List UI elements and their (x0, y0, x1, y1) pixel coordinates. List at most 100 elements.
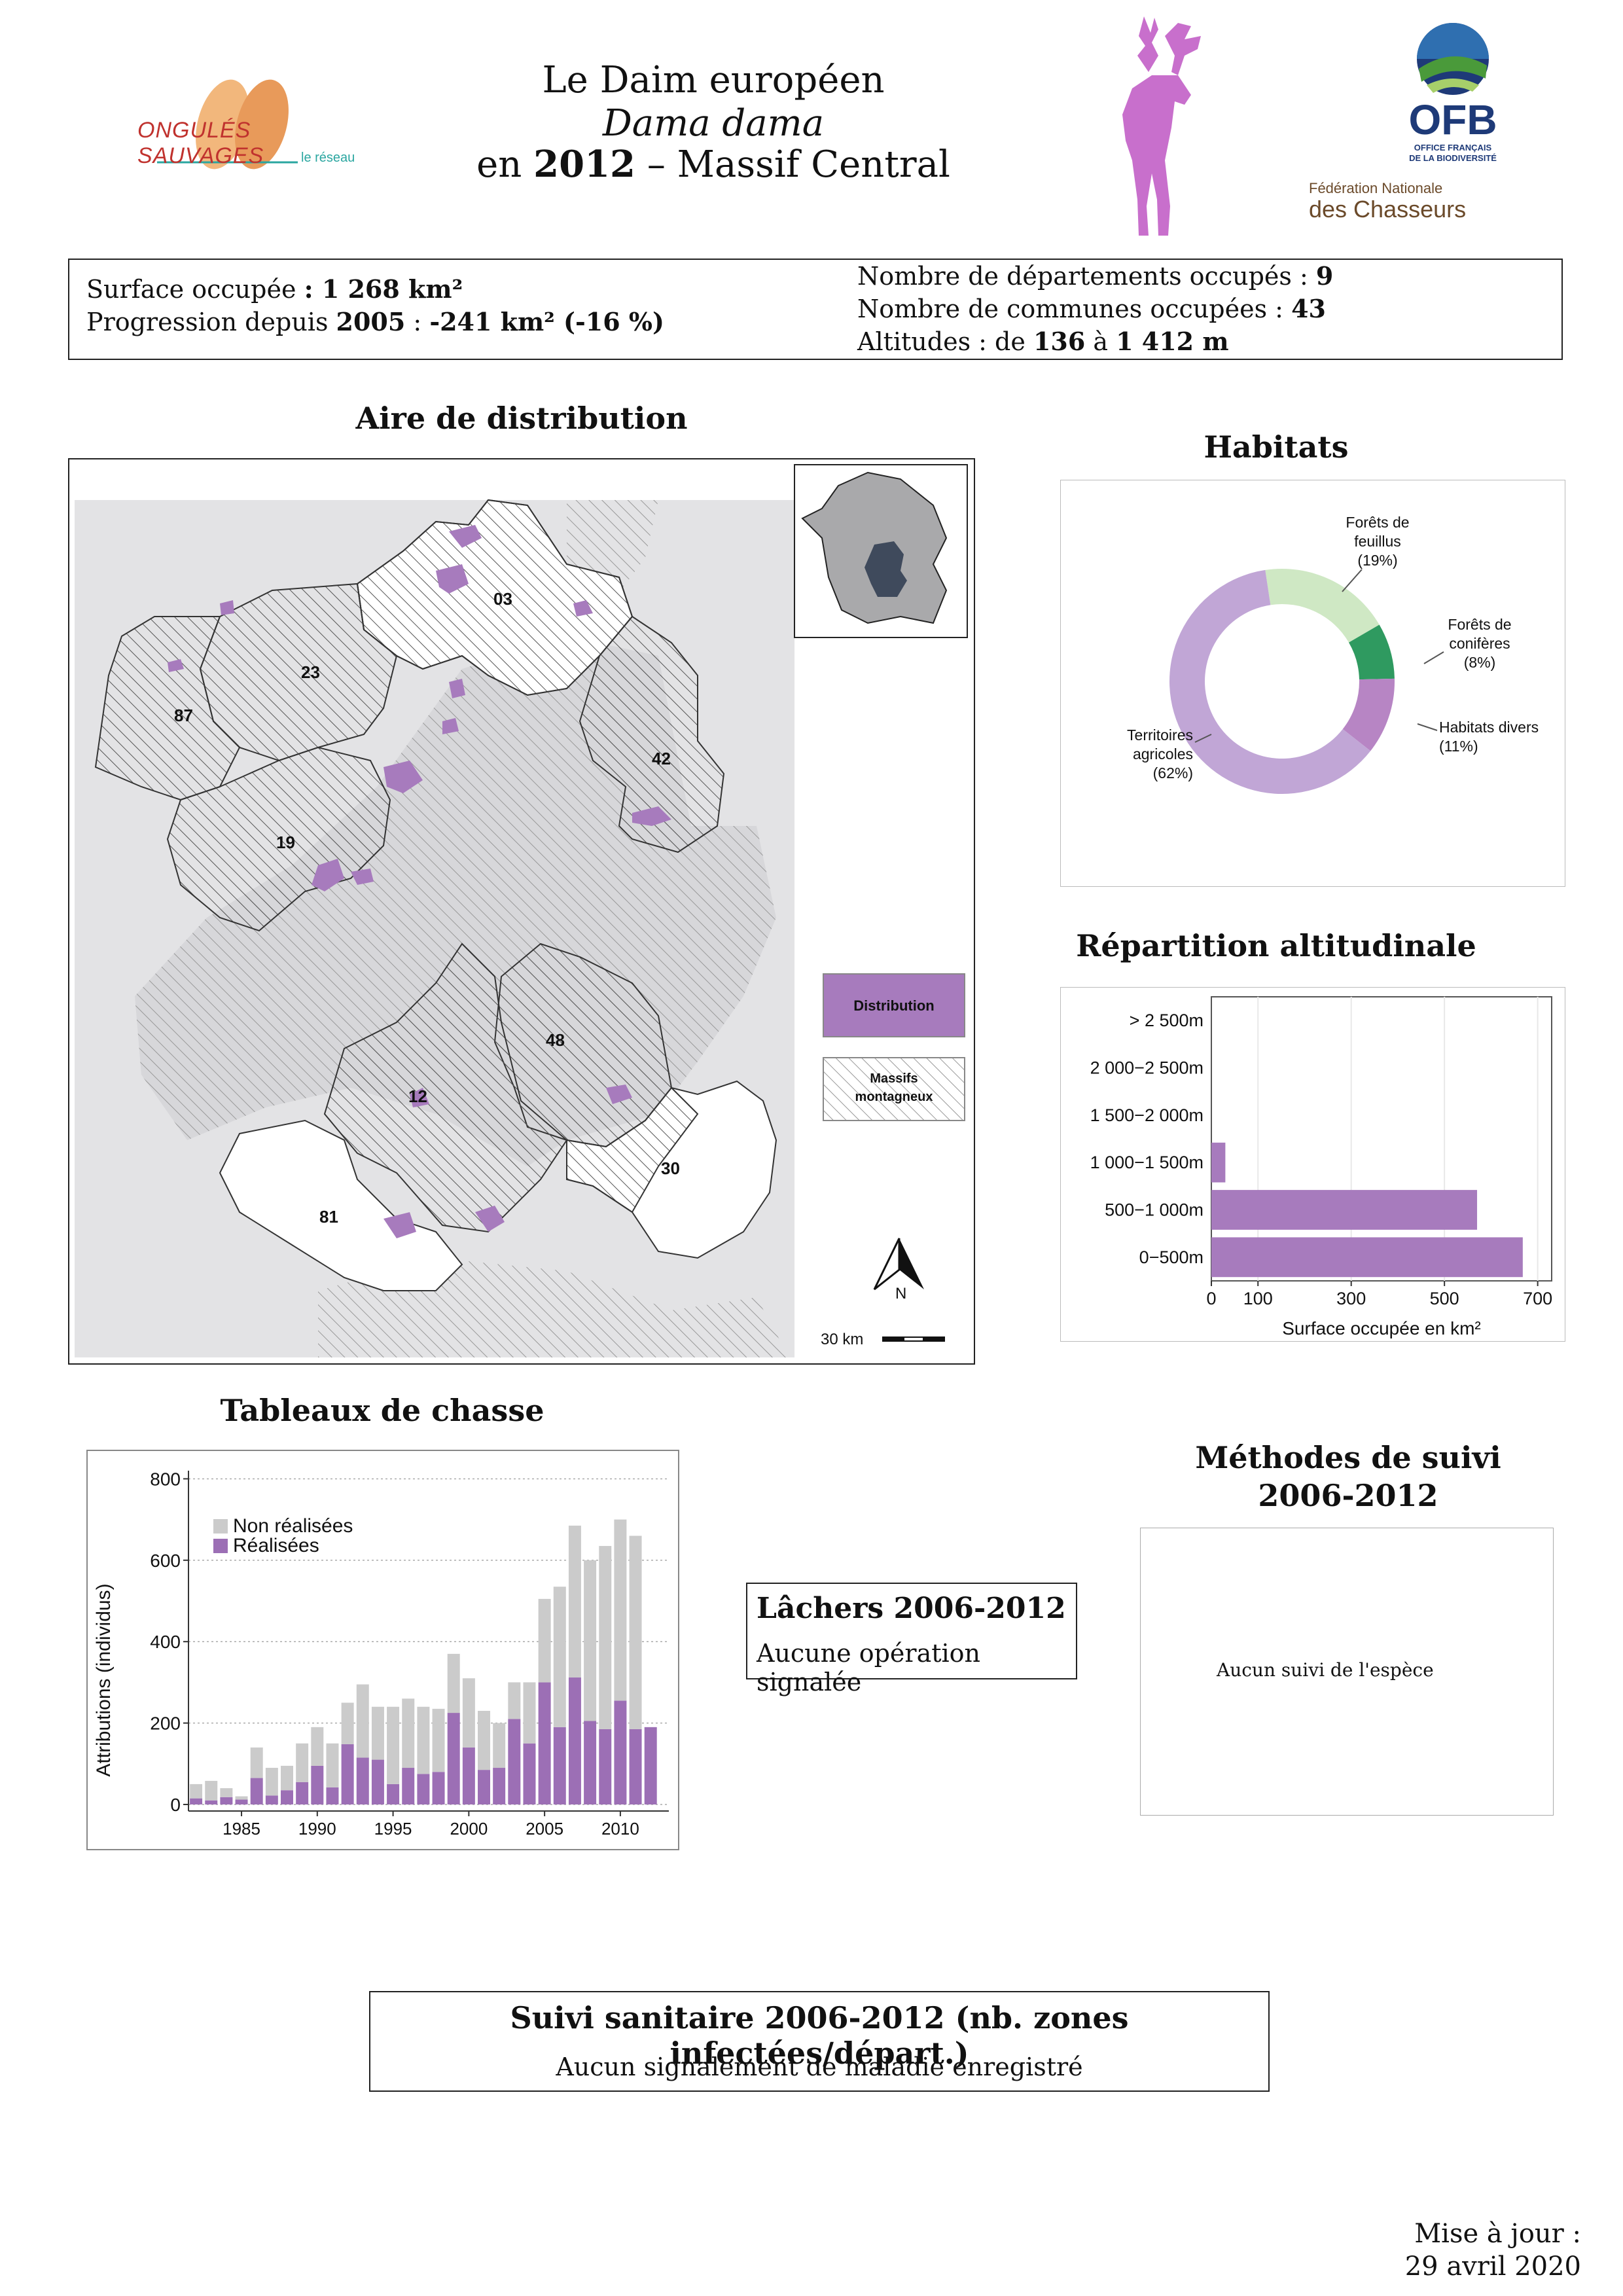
distribution-patch (351, 869, 374, 885)
methodes-title-1: Méthodes de suivi (1195, 1440, 1501, 1475)
bar-realisees (296, 1782, 309, 1804)
bar-non-realisees (205, 1780, 218, 1801)
bar-realisees (387, 1784, 400, 1804)
distribution-patch (312, 859, 344, 891)
habitats-title: Habitats (1204, 429, 1349, 465)
dept-30-hatch (566, 1086, 699, 1213)
altitude-category-label: > 2 500m (1130, 1011, 1204, 1030)
stat-departements: Nombre de départements occupés : 9 (857, 261, 1334, 291)
bar-non-realisees (265, 1768, 278, 1796)
habitat-label: conifères (1449, 635, 1510, 652)
lachers-title: Lâchers 2006-2012 (757, 1592, 1066, 1625)
altitude-bar (1211, 1190, 1478, 1230)
legend-non-swatch (213, 1519, 228, 1534)
chasse-ytick-label: 400 (150, 1632, 181, 1652)
dept-label: 81 (319, 1207, 338, 1227)
chasse-ytick-label: 200 (150, 1713, 181, 1734)
bar-non-realisees (402, 1698, 415, 1768)
chasse-xtick-label: 1985 (223, 1819, 260, 1839)
bar-non-realisees (508, 1682, 521, 1719)
bar-non-realisees (629, 1535, 642, 1729)
dept-label: 42 (652, 749, 671, 768)
map-canvas: 03 23 87 42 19 48 12 30 81 Distribution … (75, 464, 968, 1357)
lachers-text: Aucune opération signalée (757, 1639, 980, 1696)
bar-realisees (265, 1795, 278, 1804)
scale-bar (882, 1336, 945, 1342)
altitude-tick-label: 100 (1243, 1289, 1273, 1308)
title-common-name: Le Daim européen (542, 59, 885, 101)
page-title: Le Daim européen Dama dama en 2012 – Mas… (432, 59, 995, 190)
update-label: Mise à jour : (1414, 2219, 1581, 2249)
dept-label: 03 (493, 589, 512, 609)
distribution-patch (220, 600, 234, 615)
sanitaire-title: Suivi sanitaire 2006-2012 (nb. zones inf… (510, 2000, 1129, 2071)
distribution-patch (449, 679, 465, 698)
distribution-map: 03 23 87 42 19 48 12 30 81 Distribution … (68, 458, 975, 1365)
altitude-tick-label: 500 (1430, 1289, 1459, 1308)
deer-silhouette-icon (1086, 10, 1217, 239)
altitude-category-label: 1 000−1 500m (1090, 1153, 1204, 1172)
habitat-label: (11%) (1439, 738, 1478, 755)
bar-realisees (447, 1713, 460, 1804)
bar-realisees (326, 1787, 339, 1804)
bar-non-realisees (432, 1708, 445, 1772)
bar-realisees (432, 1772, 445, 1804)
bar-realisees (417, 1774, 430, 1804)
dept-label: 12 (408, 1086, 427, 1106)
bar-non-realisees (356, 1684, 369, 1758)
habitat-label: (62%) (1153, 764, 1193, 781)
altitude-title: Répartition altitudinale (1076, 928, 1476, 963)
france-inset (794, 464, 968, 638)
bar-non-realisees (311, 1727, 324, 1766)
bar-realisees (190, 1798, 203, 1804)
bar-non-realisees (235, 1796, 248, 1800)
bar-realisees (205, 1800, 218, 1804)
bar-realisees (523, 1743, 536, 1804)
dept-label: 23 (301, 662, 320, 682)
bar-non-realisees (599, 1546, 612, 1729)
dept-label: 19 (276, 833, 295, 852)
bar-realisees (462, 1747, 475, 1804)
title-latin-name: Dama dama (602, 102, 825, 145)
bar-realisees (599, 1729, 612, 1804)
altitude-xlabel: Surface occupée en km² (1282, 1318, 1481, 1338)
chasse-xtick-label: 2000 (450, 1819, 488, 1839)
habitat-label: Forêts de (1346, 514, 1409, 531)
legend-real-swatch (213, 1539, 228, 1553)
habitats-donut-chart: Forêts de feuillus (19%) Forêts de conif… (1127, 514, 1539, 794)
bar-realisees (281, 1790, 293, 1804)
dept-42 (579, 615, 725, 853)
legend-distribution-swatch (823, 973, 965, 1037)
stat-altitudes: Altitudes : de 136 à 1 412 m (857, 327, 1229, 356)
legend-distribution-label: Distribution (853, 997, 934, 1014)
distribution-patch (632, 806, 671, 826)
ofb-globe-icon (1417, 23, 1489, 95)
dept-19 (166, 746, 391, 932)
bar-non-realisees (447, 1653, 460, 1713)
altitude-category-label: 0−500m (1139, 1247, 1204, 1267)
bar-realisees (568, 1677, 581, 1804)
stats-box: Surface occupée : 1 268 km² Progression … (68, 259, 1563, 360)
chasse-ytick-label: 0 (170, 1795, 181, 1815)
donut-slice (1265, 569, 1380, 643)
distribution-patch (168, 659, 184, 672)
dept-label: 30 (661, 1158, 680, 1178)
distribution-patch (383, 761, 423, 793)
legend-mountains-label-1: Massifs (870, 1071, 918, 1086)
distribution-patch (383, 1212, 416, 1238)
chasse-xtick-label: 2005 (526, 1819, 563, 1839)
distribution-patch (449, 525, 482, 548)
bar-non-realisees (538, 1598, 551, 1683)
legend-non-label: Non réalisées (233, 1515, 353, 1537)
bar-non-realisees (326, 1743, 339, 1787)
altitude-tick-label: 0 (1206, 1289, 1216, 1308)
bar-non-realisees (493, 1723, 506, 1768)
bar-non-realisees (568, 1525, 581, 1677)
bar-realisees (311, 1765, 324, 1804)
altitude-bar (1211, 1142, 1226, 1183)
bar-non-realisees (523, 1682, 536, 1744)
onglets-logo-title: ONGULÉS SAUVAGES (137, 118, 264, 168)
distribution-patch (410, 1088, 429, 1107)
distribution-patch (573, 600, 593, 617)
dept-label: 87 (174, 706, 193, 725)
